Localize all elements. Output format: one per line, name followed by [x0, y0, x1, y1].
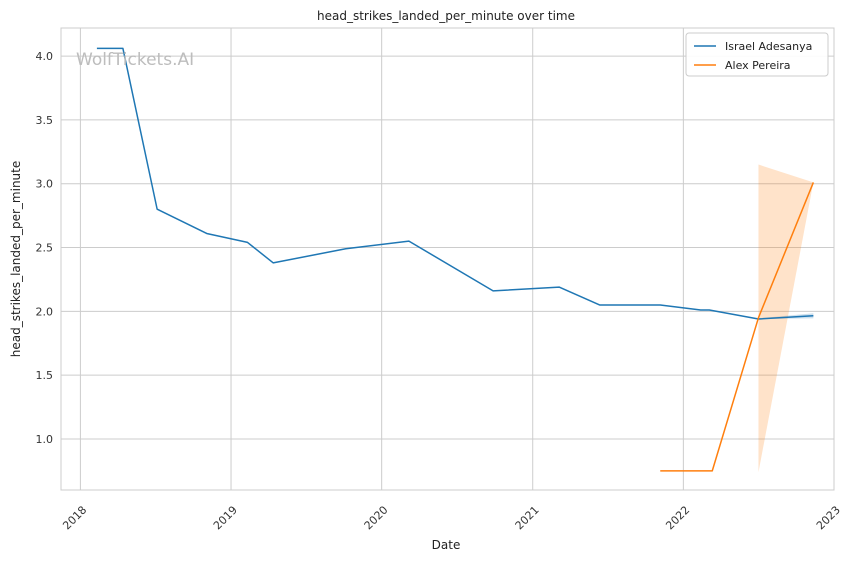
legend-entry: Israel Adesanya: [725, 40, 812, 53]
y-tick-label: 3.5: [36, 114, 54, 127]
grid-lines: [61, 28, 835, 490]
y-tick-label: 3.0: [36, 178, 54, 191]
series-line-1: [660, 182, 815, 472]
x-tick-label: 2020: [362, 503, 391, 532]
watermark-text: WolfTickets.AI: [76, 50, 194, 70]
chart-title: head_strikes_landed_per_minute over time: [317, 9, 575, 23]
legend: Israel Adesanya Alex Pereira: [685, 32, 829, 77]
y-tick-label: 1.0: [36, 433, 54, 446]
legend-box: [685, 32, 829, 77]
y-tick-label: 1.5: [36, 369, 54, 382]
x-tick-label: 2019: [211, 503, 240, 532]
x-axis-label: Date: [432, 538, 461, 552]
x-tick-label: 2023: [814, 503, 843, 532]
y-axis-label: head_strikes_landed_per_minute: [9, 161, 23, 358]
x-tick-label: 2022: [663, 503, 692, 532]
x-tick-label: 2018: [60, 503, 89, 532]
legend-entry: Alex Pereira: [725, 59, 791, 72]
series-line-0: [96, 47, 814, 320]
series-lines: [96, 47, 815, 472]
y-tick-labels: 1.0 1.5 2.0 2.5 3.0 3.5 4.0: [36, 50, 54, 446]
confidence-band-1: [758, 164, 814, 473]
y-tick-label: 2.0: [36, 305, 54, 318]
x-tick-labels: 2018 2019 2020 2021 2022 2023: [60, 503, 843, 532]
plot-area-frame: [60, 27, 835, 491]
y-tick-label: 4.0: [36, 50, 54, 63]
y-tick-label: 2.5: [36, 242, 54, 255]
x-tick-label: 2021: [513, 503, 542, 532]
